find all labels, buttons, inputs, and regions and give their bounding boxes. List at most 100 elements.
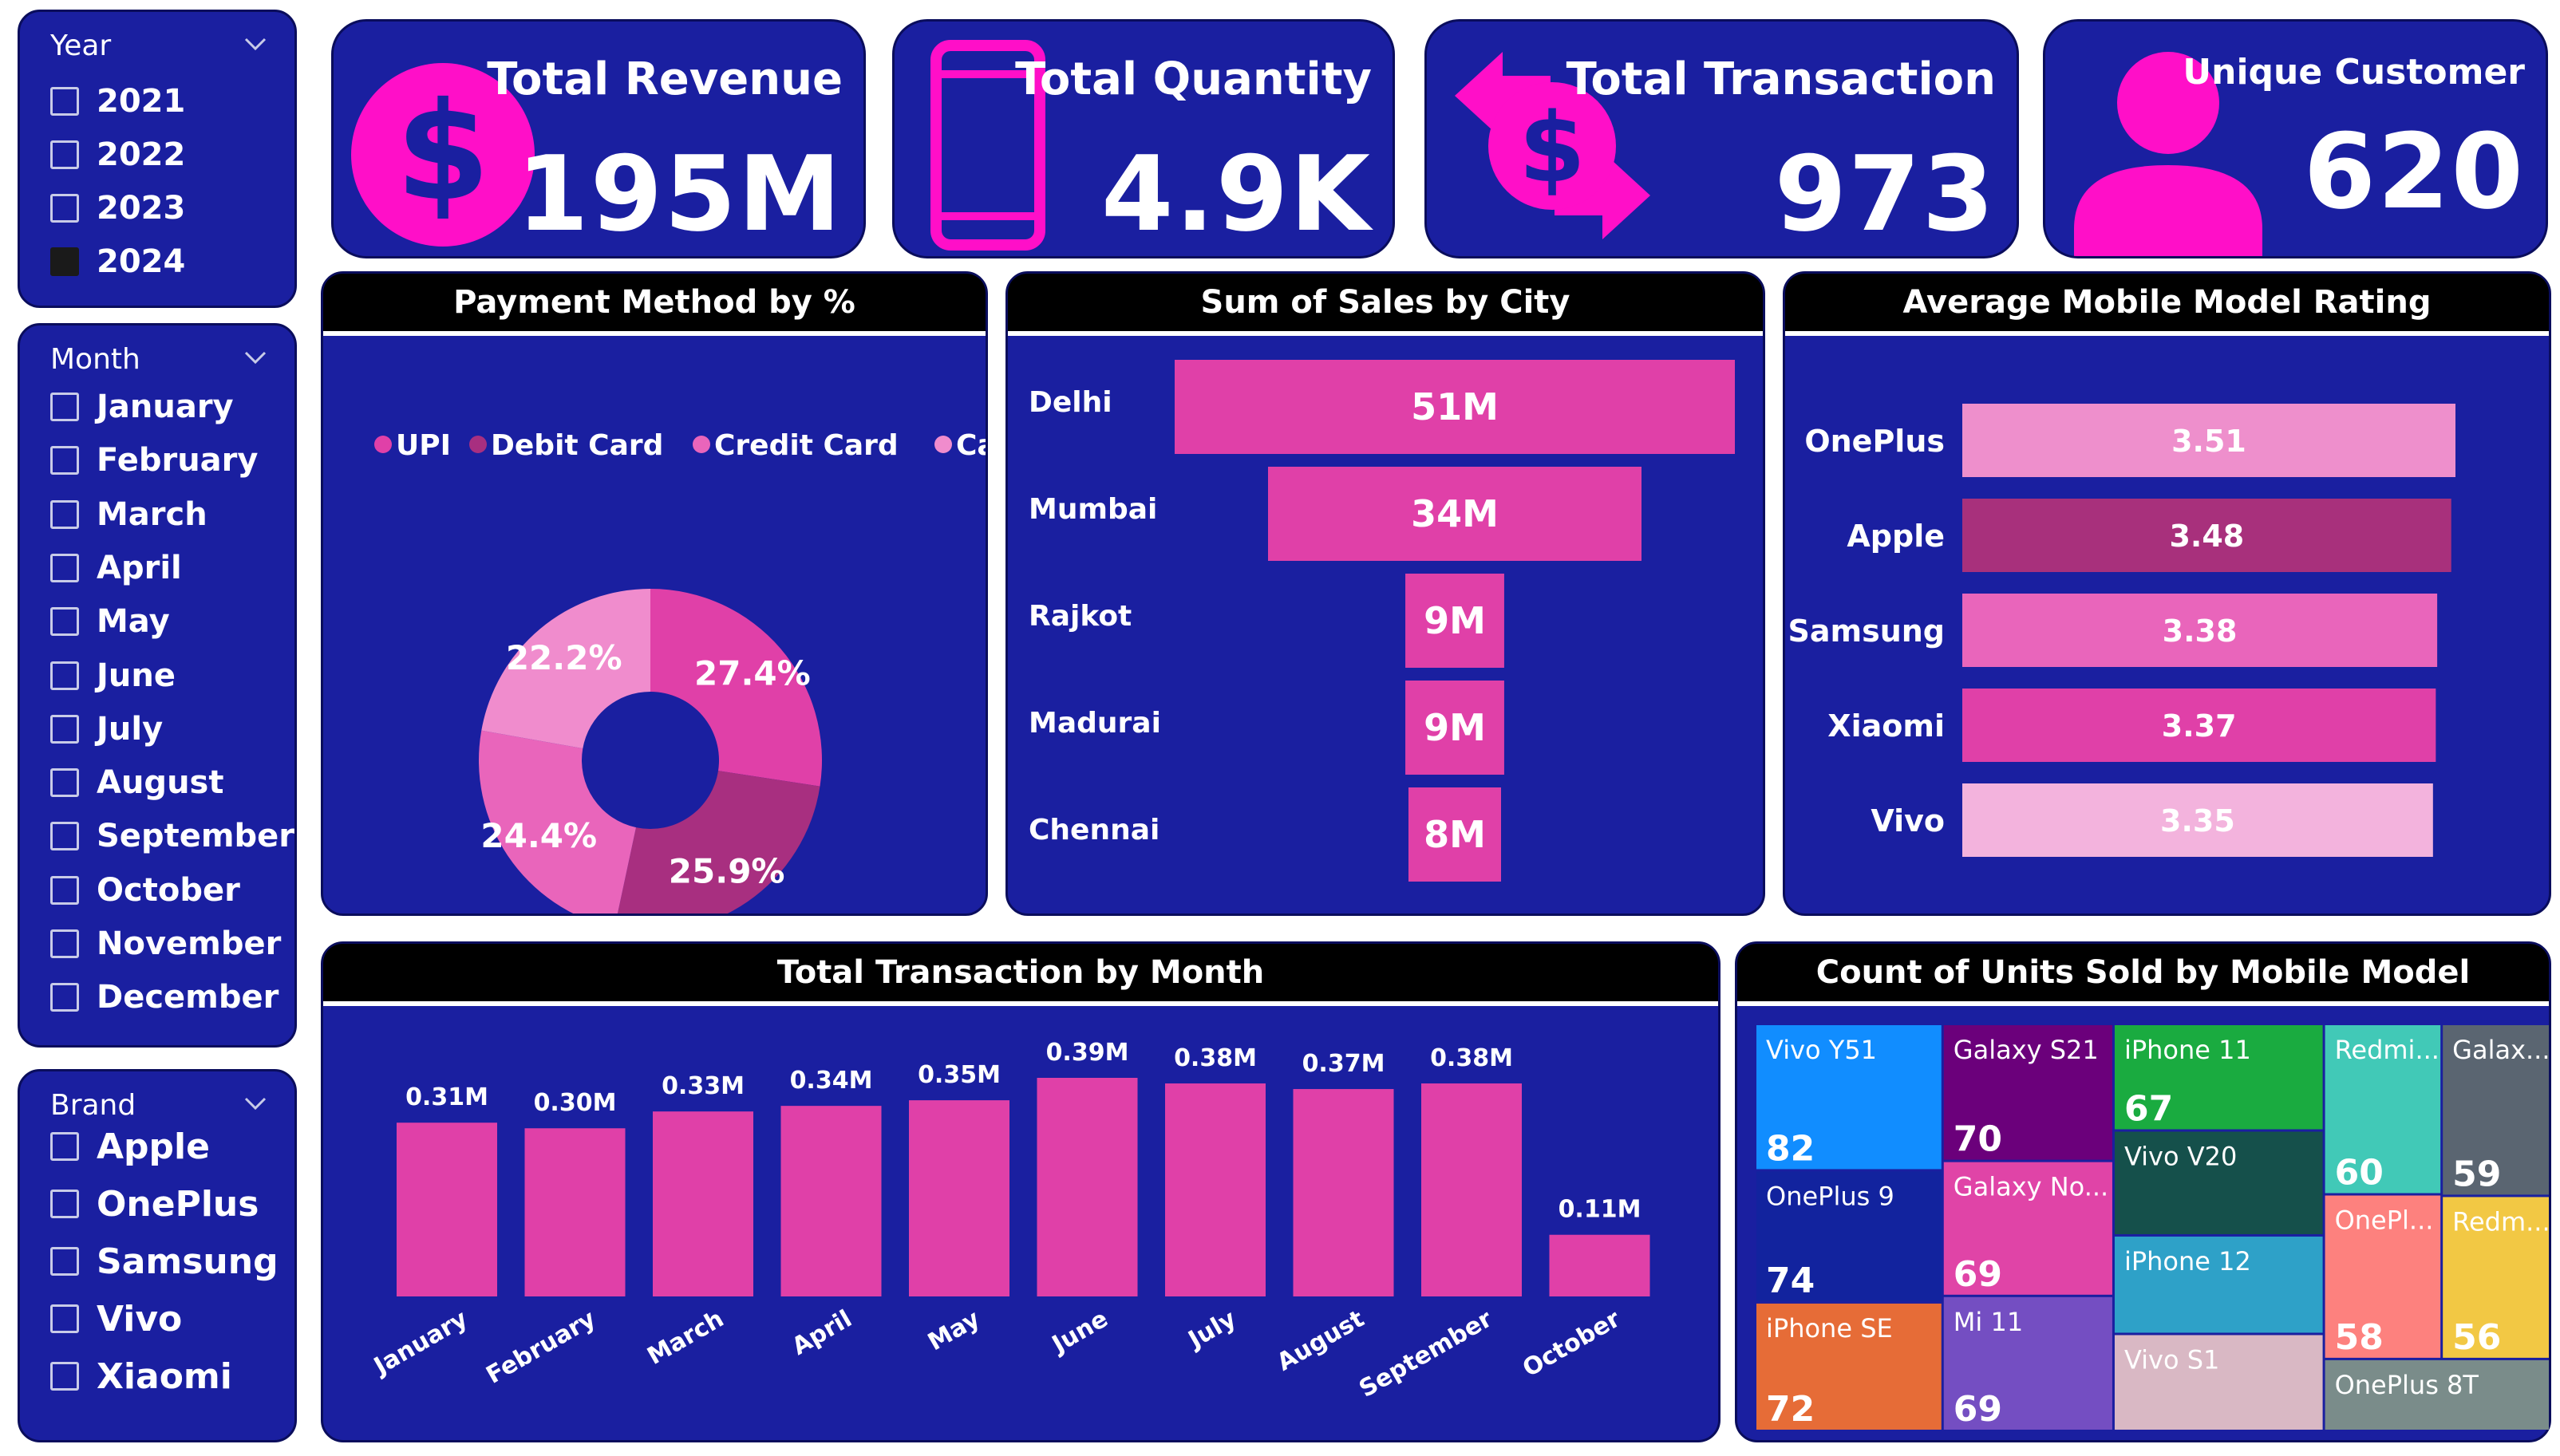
checkbox[interactable]: [50, 1190, 79, 1218]
month-item[interactable]: May: [50, 599, 170, 644]
year-slicer: Year 2021 2022 2023 2024: [18, 10, 297, 308]
checkbox[interactable]: [50, 1247, 79, 1276]
month-bar: [1549, 1234, 1650, 1296]
checkbox[interactable]: [50, 194, 79, 223]
brand-label: Apple: [97, 1126, 210, 1167]
month-label: May: [97, 603, 170, 641]
checkbox[interactable]: [50, 875, 79, 905]
treemap-cell: OnePlus 9 74: [1756, 1171, 1942, 1301]
user-icon: [2074, 52, 2262, 256]
checkbox[interactable]: [50, 553, 79, 582]
brand-item[interactable]: Apple: [50, 1124, 210, 1169]
chevron-down-icon[interactable]: [243, 1094, 267, 1113]
x-tick-label: June: [1046, 1305, 1113, 1359]
brand-item[interactable]: Samsung: [50, 1239, 279, 1284]
month-item[interactable]: April: [50, 546, 182, 590]
data-label: 0.31M: [405, 1083, 488, 1111]
brand-item[interactable]: Xiaomi: [50, 1354, 232, 1399]
checkbox[interactable]: [50, 87, 79, 116]
svg-text:$: $: [396, 73, 490, 231]
checkbox[interactable]: [50, 661, 79, 690]
month-bar: [1037, 1078, 1138, 1296]
year-slicer-title: Year: [50, 30, 112, 62]
treemap-value: 60: [2335, 1153, 2384, 1194]
checkbox-checked[interactable]: [50, 247, 79, 276]
treemap-label: Redmi...: [2335, 1035, 2440, 1065]
treemap-rect: [2325, 1195, 2441, 1358]
data-label: 34M: [1411, 492, 1499, 535]
data-label: 9M: [1424, 706, 1486, 749]
month-item[interactable]: September: [50, 814, 294, 858]
month-item[interactable]: December: [50, 975, 279, 1020]
slice-label: 24.4%: [480, 816, 597, 855]
month-bar: [909, 1100, 1009, 1296]
month-label: August: [97, 764, 224, 802]
month-item[interactable]: August: [50, 760, 223, 805]
x-tick-label: July: [1183, 1304, 1242, 1355]
kpi-title: Total Revenue: [487, 53, 843, 105]
data-label: 3.35: [2160, 803, 2235, 838]
kpi-total-transaction: $ Total Transaction 973: [1424, 19, 2019, 258]
legend-label: Credit Card: [714, 429, 899, 462]
checkbox[interactable]: [50, 714, 79, 744]
treemap-label: iPhone 11: [2124, 1035, 2251, 1065]
brand-label: OnePlus: [97, 1183, 259, 1225]
checkbox[interactable]: [50, 1362, 79, 1391]
month-item[interactable]: June: [50, 653, 176, 698]
category-label: Delhi: [1029, 386, 1112, 419]
checkbox[interactable]: [50, 446, 79, 475]
treemap-value: 72: [1766, 1389, 1815, 1430]
treemap-rect: [2114, 1131, 2323, 1234]
month-item[interactable]: March: [50, 492, 207, 537]
month-item[interactable]: October: [50, 868, 240, 913]
chevron-down-icon[interactable]: [243, 34, 267, 53]
rating-bar: [1962, 404, 2455, 477]
brand-item[interactable]: Vivo: [50, 1296, 182, 1341]
funnel-bar: [1175, 360, 1735, 454]
year-item-2021[interactable]: 2021: [50, 79, 185, 124]
year-item-2024[interactable]: 2024: [50, 239, 185, 284]
treemap-label: OnePlus 9: [1766, 1181, 1894, 1211]
data-label: 0.11M: [1559, 1196, 1641, 1224]
checkbox[interactable]: [50, 499, 79, 529]
legend-marker: [693, 436, 710, 453]
year-item-2022[interactable]: 2022: [50, 132, 185, 177]
data-label: 3.37: [2162, 708, 2237, 744]
checkbox[interactable]: [50, 140, 79, 169]
model-rating-panel: Average Mobile Model Rating OnePlus 3.51 A…: [1783, 271, 2551, 916]
month-item[interactable]: November: [50, 921, 281, 966]
data-label: 3.48: [2169, 519, 2244, 554]
x-tick-label: April: [788, 1305, 857, 1361]
treemap-value: 82: [1766, 1128, 1815, 1169]
month-slicer: Month January February March April May June Ju…: [18, 323, 297, 1048]
checkbox[interactable]: [50, 983, 79, 1012]
treemap-value: 67: [2124, 1088, 2173, 1129]
checkbox[interactable]: [50, 1132, 79, 1161]
year-label: 2022: [97, 136, 186, 173]
treemap-label: Mi 11: [1954, 1307, 2023, 1337]
month-item[interactable]: July: [50, 707, 163, 752]
checkbox[interactable]: [50, 393, 79, 421]
rating-bar: [1962, 499, 2451, 572]
month-item[interactable]: January: [50, 385, 234, 429]
checkbox[interactable]: [50, 1304, 79, 1333]
checkbox[interactable]: [50, 768, 79, 798]
brand-item[interactable]: OnePlus: [50, 1182, 259, 1226]
sales-by-city-panel: Sum of Sales by City Delhi 51M Mumbai 34M Ra…: [1005, 271, 1765, 916]
month-label: December: [97, 979, 279, 1016]
funnel-bar: [1405, 681, 1504, 775]
year-item-2023[interactable]: 2023: [50, 186, 185, 231]
month-bar: [780, 1106, 882, 1296]
brand-slicer: Brand Apple OnePlus Samsung Vivo Xiaomi: [18, 1069, 297, 1442]
data-label: 0.35M: [918, 1061, 1001, 1089]
checkbox[interactable]: [50, 929, 79, 958]
month-item[interactable]: February: [50, 438, 258, 483]
checkbox[interactable]: [50, 607, 79, 637]
chart-title: Sum of Sales by City: [1008, 274, 1763, 336]
chevron-down-icon[interactable]: [243, 348, 267, 367]
chart-title: Average Mobile Model Rating: [1785, 274, 2549, 336]
checkbox[interactable]: [50, 822, 79, 851]
treemap-cell: OnePl... 58: [2325, 1195, 2441, 1358]
x-tick-label: August: [1272, 1305, 1369, 1377]
data-label: 3.38: [2163, 614, 2238, 649]
